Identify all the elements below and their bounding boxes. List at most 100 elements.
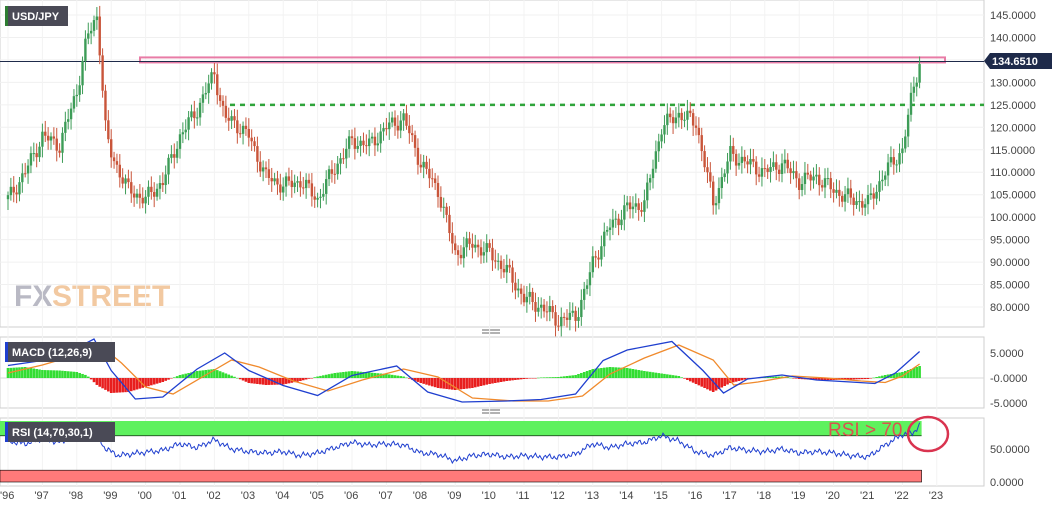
- candle-body: [689, 110, 692, 114]
- candle-body: [459, 254, 463, 259]
- candle-body: [511, 267, 514, 283]
- candle-body: [127, 178, 130, 183]
- macd-histogram-bar: [577, 374, 580, 378]
- candle-body: [322, 193, 325, 197]
- macd-histogram-bar: [542, 377, 546, 378]
- macd-histogram-bar: [330, 373, 334, 378]
- macd-histogram-bar: [645, 371, 649, 378]
- macd-histogram-bar: [393, 375, 397, 378]
- candle-body: [431, 178, 434, 180]
- macd-histogram-bar: [734, 378, 738, 382]
- candle-body: [560, 316, 563, 327]
- macd-histogram-bar: [367, 372, 371, 378]
- candle-body: [221, 100, 225, 106]
- candle-body: [345, 148, 348, 159]
- macd-title: MACD (12,26,9): [12, 347, 92, 359]
- candle-body: [130, 182, 133, 194]
- candle-body: [75, 94, 78, 97]
- candle-body: [9, 186, 13, 196]
- macd-histogram-bar: [901, 372, 904, 378]
- candle-body: [282, 186, 285, 193]
- macd-histogram-bar: [706, 378, 709, 390]
- macd-histogram-bar: [23, 367, 27, 378]
- candle-body: [861, 201, 864, 208]
- macd-histogram-bar: [677, 376, 681, 378]
- price-levels: [0, 56, 984, 107]
- macd-histogram-bar: [101, 378, 104, 389]
- candle-body: [863, 204, 867, 208]
- candle-body: [92, 20, 96, 31]
- candle-body: [35, 153, 38, 158]
- candle-body: [694, 125, 698, 128]
- candle-body: [445, 206, 448, 215]
- candle-body: [284, 176, 288, 187]
- macd-histogram-bar: [554, 377, 557, 378]
- macd-histogram-bar: [473, 378, 477, 388]
- candle-body: [537, 307, 540, 312]
- candle-body: [878, 181, 881, 192]
- candle-body: [181, 132, 185, 135]
- price-y-tick-label: 90.0000: [990, 257, 1030, 269]
- price-title-label: USD/JPY: [5, 6, 68, 26]
- candle-body: [296, 181, 299, 183]
- candle-body: [626, 202, 629, 206]
- macd-histogram-bar: [241, 378, 245, 381]
- x-tick-label: '16: [688, 490, 702, 502]
- macd-histogram-bar: [362, 372, 365, 378]
- macd-histogram-bar: [671, 375, 675, 378]
- macd-histogram-bar: [339, 372, 342, 378]
- candle-body: [393, 117, 397, 126]
- macd-resize-handle[interactable]: [482, 329, 500, 334]
- candle-body: [353, 138, 357, 149]
- macd-histogram-bar: [227, 374, 231, 378]
- candle-body: [428, 168, 431, 179]
- candle-body: [270, 177, 273, 182]
- macd-histogram-bar: [772, 376, 775, 378]
- macd-histogram-bar: [221, 372, 225, 378]
- macd-histogram-bar: [479, 378, 483, 386]
- candle-body: [912, 86, 916, 93]
- candle-body: [15, 192, 18, 195]
- price-y-tick-label: 100.0000: [990, 212, 1036, 224]
- candle-body: [227, 117, 230, 121]
- macd-histogram-bar: [158, 378, 162, 383]
- macd-title-label: MACD (12,26,9): [5, 342, 115, 362]
- rsi-resize-handle[interactable]: [482, 409, 500, 414]
- candle-body: [342, 158, 345, 160]
- x-tick-label: '23: [929, 490, 943, 502]
- macd-histogram-bar: [442, 378, 446, 389]
- candle-body: [52, 136, 56, 139]
- candle-body: [663, 125, 666, 135]
- macd-histogram-bar: [195, 371, 199, 378]
- macd-histogram-bar: [648, 371, 652, 378]
- macd-histogram-bar: [872, 377, 876, 379]
- macd-histogram-bar: [777, 376, 781, 378]
- candle-body: [167, 157, 170, 175]
- macd-histogram-bar: [826, 378, 830, 380]
- candle-body: [574, 310, 577, 321]
- candle-body: [829, 178, 832, 190]
- candle-body: [190, 111, 193, 118]
- candle-body: [565, 317, 569, 320]
- candle-body: [350, 136, 354, 139]
- candle-body: [651, 168, 655, 179]
- candle-body: [726, 161, 729, 174]
- macd-histogram-bar: [709, 378, 712, 391]
- candle-body: [104, 90, 107, 121]
- candle-body: [712, 181, 715, 206]
- macd-histogram-bar: [456, 378, 460, 390]
- macd-histogram-bar: [720, 378, 724, 388]
- macd-histogram-bar: [387, 374, 391, 378]
- candle-body: [755, 161, 758, 175]
- candle-body: [677, 112, 680, 118]
- candle-body: [69, 108, 73, 120]
- candle-body: [838, 189, 841, 196]
- candle-body: [218, 95, 222, 101]
- candle-body: [339, 158, 342, 164]
- macd-histogram-bar: [413, 378, 417, 381]
- candle-body: [451, 233, 454, 244]
- rsi-overbought-band: [0, 421, 922, 436]
- macd-histogram-bar: [181, 374, 185, 378]
- candle-body: [118, 164, 121, 178]
- macd-histogram-bar: [548, 377, 552, 378]
